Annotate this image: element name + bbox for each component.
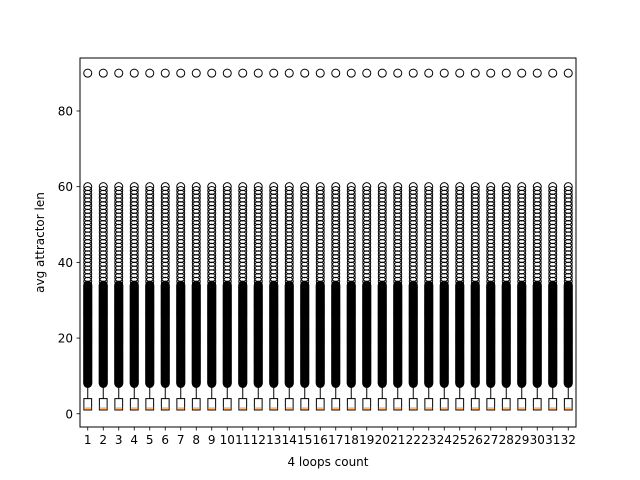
- outlier-point: [83, 68, 93, 78]
- outlier-point: [114, 185, 124, 195]
- box-group-9: [207, 68, 217, 411]
- box-iqr: [160, 398, 170, 411]
- box-group-4: [129, 68, 139, 411]
- outlier-point: [284, 182, 294, 192]
- outlier-point: [160, 185, 170, 195]
- box-iqr: [176, 398, 186, 411]
- outlier-point: [160, 68, 170, 78]
- box-iqr: [315, 398, 325, 411]
- outlier-point: [114, 182, 124, 192]
- outlier-point: [238, 185, 248, 195]
- outlier-point: [238, 182, 248, 192]
- outlier-point: [176, 68, 186, 78]
- box-group-11: [238, 68, 248, 411]
- box-group-3: [114, 68, 124, 411]
- outlier-point: [284, 68, 294, 78]
- outlier-point: [300, 182, 310, 192]
- outlier-point: [98, 182, 108, 192]
- box-iqr: [114, 398, 124, 411]
- outlier-point: [222, 182, 232, 192]
- outlier-point: [269, 182, 279, 192]
- box-iqr: [191, 398, 201, 411]
- outlier-point: [253, 182, 263, 192]
- outlier-point: [191, 185, 201, 195]
- outlier-point: [129, 182, 139, 192]
- box-group-16: [315, 68, 325, 411]
- box-group-2: [98, 68, 108, 411]
- outlier-point: [284, 185, 294, 195]
- outlier-point: [207, 185, 217, 195]
- outlier-point: [300, 68, 310, 78]
- box-group-15: [300, 68, 310, 411]
- box-group-12: [253, 68, 263, 411]
- box-series: [83, 68, 573, 411]
- box-iqr: [222, 398, 232, 411]
- box-iqr: [300, 398, 310, 411]
- outlier-point: [253, 68, 263, 78]
- box-group-14: [284, 68, 294, 411]
- outlier-point: [176, 182, 186, 192]
- outlier-point: [129, 185, 139, 195]
- box-group-13: [269, 68, 279, 411]
- outlier-point: [129, 68, 139, 78]
- outlier-point: [269, 68, 279, 78]
- outlier-point: [191, 68, 201, 78]
- outlier-point: [191, 182, 201, 192]
- box-group-5: [145, 68, 155, 411]
- outlier-point: [238, 68, 248, 78]
- box-iqr: [207, 398, 217, 411]
- outlier-point: [145, 182, 155, 192]
- box-group-6: [160, 68, 170, 411]
- outlier-point: [83, 185, 93, 195]
- outlier-point: [176, 185, 186, 195]
- outlier-point: [145, 185, 155, 195]
- box-iqr: [129, 398, 139, 411]
- outlier-point: [300, 185, 310, 195]
- outlier-point: [145, 68, 155, 78]
- outlier-point: [114, 68, 124, 78]
- outlier-point: [98, 68, 108, 78]
- box-iqr: [238, 398, 248, 411]
- outlier-point: [83, 182, 93, 192]
- outlier-point: [98, 185, 108, 195]
- box-iqr: [253, 398, 263, 411]
- outlier-point: [207, 182, 217, 192]
- outlier-point: [160, 182, 170, 192]
- box-group-8: [191, 68, 201, 411]
- box-iqr: [83, 398, 93, 411]
- outlier-point: [207, 68, 217, 78]
- box-group-1: [83, 68, 93, 411]
- box-iqr: [145, 398, 155, 411]
- outlier-point: [222, 68, 232, 78]
- box-iqr: [98, 398, 108, 411]
- outlier-point: [253, 185, 263, 195]
- box-group-7: [176, 68, 186, 411]
- outlier-point: [222, 185, 232, 195]
- box-group-10: [222, 68, 232, 411]
- box-iqr: [269, 398, 279, 411]
- outlier-point: [269, 185, 279, 195]
- box-iqr: [284, 398, 294, 411]
